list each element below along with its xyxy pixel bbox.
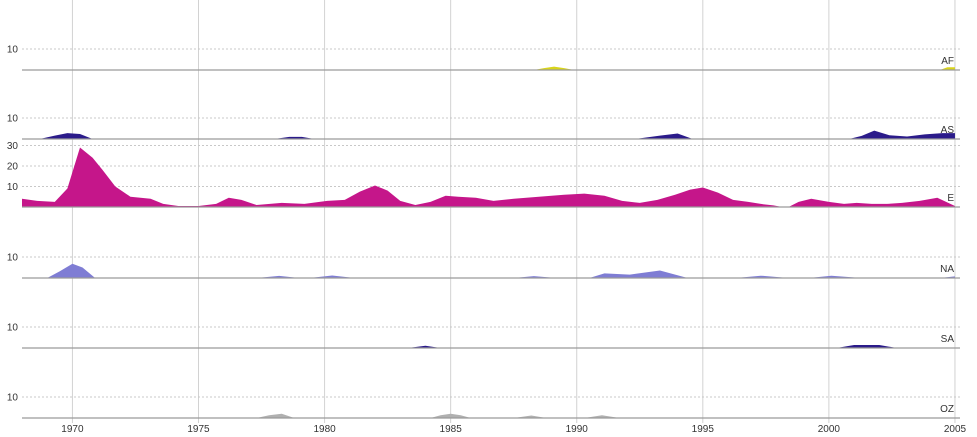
region-label-oz: OZ bbox=[940, 404, 954, 415]
x-tick-label-2005: 2005 bbox=[944, 424, 967, 435]
x-tick-label-1985: 1985 bbox=[440, 424, 463, 435]
area-oz bbox=[256, 413, 620, 418]
ytick-label-as-10: 10 bbox=[7, 114, 19, 125]
region-label-e: E bbox=[947, 193, 954, 204]
x-tick-label-1995: 1995 bbox=[692, 424, 715, 435]
ytick-label-e-20: 20 bbox=[7, 162, 19, 173]
x-tick-label-1970: 1970 bbox=[61, 424, 84, 435]
area-as bbox=[39, 130, 955, 139]
area-na bbox=[47, 263, 955, 278]
x-tick-label-1980: 1980 bbox=[313, 424, 336, 435]
ytick-label-sa-10: 10 bbox=[7, 323, 19, 334]
x-tick-label-2000: 2000 bbox=[818, 424, 841, 435]
ytick-label-na-10: 10 bbox=[7, 253, 19, 264]
x-tick-label-1990: 1990 bbox=[566, 424, 589, 435]
ytick-label-e-30: 30 bbox=[7, 141, 19, 152]
region-label-af: AF bbox=[941, 56, 954, 67]
region-label-sa: SA bbox=[941, 334, 955, 345]
x-tick-label-1975: 1975 bbox=[187, 424, 210, 435]
region-label-as: AS bbox=[941, 125, 955, 136]
ytick-label-e-10: 10 bbox=[7, 182, 19, 193]
ytick-label-oz-10: 10 bbox=[7, 393, 19, 404]
area-e bbox=[22, 147, 955, 207]
region-label-na: NA bbox=[940, 264, 954, 275]
ytick-label-af-10: 10 bbox=[7, 45, 19, 56]
